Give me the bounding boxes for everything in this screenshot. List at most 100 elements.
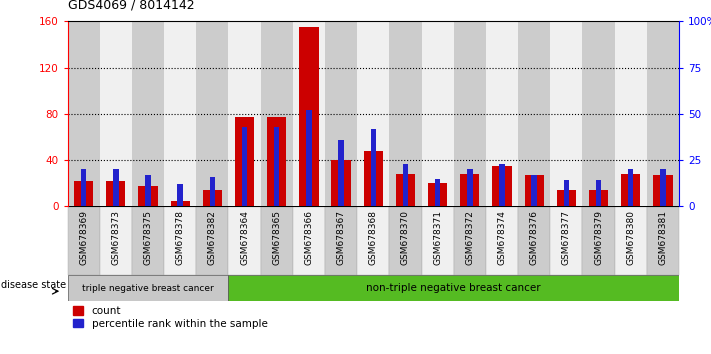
Bar: [267, 117, 287, 206]
Text: GSM678382: GSM678382: [208, 210, 217, 265]
Bar: [467, 169, 473, 206]
Bar: [145, 175, 151, 206]
Bar: [390, 21, 422, 206]
Bar: [331, 160, 351, 206]
Bar: [100, 206, 132, 275]
Text: GSM678371: GSM678371: [433, 210, 442, 265]
Text: non-triple negative breast cancer: non-triple negative breast cancer: [366, 283, 541, 293]
Text: GSM678364: GSM678364: [240, 210, 249, 265]
Legend: count, percentile rank within the sample: count, percentile rank within the sample: [73, 306, 267, 329]
Bar: [589, 190, 608, 206]
Text: GSM678378: GSM678378: [176, 210, 185, 265]
Bar: [68, 275, 228, 301]
Text: GSM678367: GSM678367: [336, 210, 346, 265]
Bar: [74, 181, 93, 206]
Text: GSM678377: GSM678377: [562, 210, 571, 265]
Bar: [228, 206, 261, 275]
Bar: [210, 177, 215, 206]
Bar: [113, 169, 119, 206]
Text: disease state: disease state: [1, 280, 66, 290]
Bar: [81, 169, 86, 206]
Bar: [454, 206, 486, 275]
Bar: [261, 21, 293, 206]
Bar: [402, 164, 408, 206]
Bar: [422, 21, 454, 206]
Bar: [550, 21, 582, 206]
Bar: [68, 206, 100, 275]
Text: GSM678373: GSM678373: [112, 210, 120, 265]
Text: GSM678381: GSM678381: [658, 210, 668, 265]
Text: GSM678370: GSM678370: [401, 210, 410, 265]
Bar: [178, 184, 183, 206]
Bar: [299, 27, 319, 206]
Bar: [486, 206, 518, 275]
Bar: [132, 21, 164, 206]
Bar: [390, 206, 422, 275]
Bar: [338, 140, 344, 206]
Bar: [370, 129, 376, 206]
Bar: [139, 185, 158, 206]
Text: GDS4069 / 8014142: GDS4069 / 8014142: [68, 0, 194, 12]
Text: GSM678374: GSM678374: [498, 210, 506, 265]
Text: GSM678380: GSM678380: [626, 210, 635, 265]
Bar: [518, 206, 550, 275]
Bar: [228, 21, 261, 206]
Bar: [435, 179, 440, 206]
Bar: [196, 21, 228, 206]
Text: GSM678369: GSM678369: [79, 210, 88, 265]
Bar: [422, 206, 454, 275]
Bar: [357, 206, 390, 275]
Bar: [428, 183, 447, 206]
Bar: [293, 21, 325, 206]
Bar: [460, 174, 479, 206]
Bar: [325, 21, 357, 206]
Bar: [306, 110, 311, 206]
Bar: [661, 169, 665, 206]
Text: GSM678372: GSM678372: [465, 210, 474, 265]
Bar: [499, 164, 505, 206]
Bar: [486, 21, 518, 206]
Bar: [582, 206, 614, 275]
Bar: [363, 151, 383, 206]
Bar: [171, 201, 190, 206]
Bar: [525, 175, 544, 206]
Bar: [596, 181, 602, 206]
Text: GSM678366: GSM678366: [304, 210, 314, 265]
Bar: [235, 117, 255, 206]
Text: GSM678375: GSM678375: [144, 210, 152, 265]
Bar: [68, 21, 100, 206]
Bar: [325, 206, 357, 275]
Bar: [614, 21, 647, 206]
Bar: [100, 21, 132, 206]
Bar: [564, 181, 569, 206]
Bar: [261, 206, 293, 275]
Bar: [518, 21, 550, 206]
Bar: [203, 190, 222, 206]
Bar: [164, 206, 196, 275]
Bar: [628, 169, 634, 206]
Bar: [196, 206, 228, 275]
Bar: [454, 21, 486, 206]
Bar: [582, 21, 614, 206]
Bar: [132, 206, 164, 275]
Bar: [653, 175, 673, 206]
Bar: [396, 174, 415, 206]
Bar: [357, 21, 390, 206]
Bar: [228, 275, 679, 301]
Bar: [274, 127, 279, 206]
Bar: [647, 21, 679, 206]
Bar: [242, 127, 247, 206]
Text: GSM678376: GSM678376: [530, 210, 539, 265]
Bar: [293, 206, 325, 275]
Bar: [621, 174, 641, 206]
Bar: [106, 181, 125, 206]
Bar: [614, 206, 647, 275]
Text: GSM678368: GSM678368: [369, 210, 378, 265]
Bar: [550, 206, 582, 275]
Bar: [164, 21, 196, 206]
Bar: [557, 190, 576, 206]
Bar: [532, 175, 537, 206]
Bar: [492, 166, 512, 206]
Bar: [647, 206, 679, 275]
Text: triple negative breast cancer: triple negative breast cancer: [82, 284, 214, 293]
